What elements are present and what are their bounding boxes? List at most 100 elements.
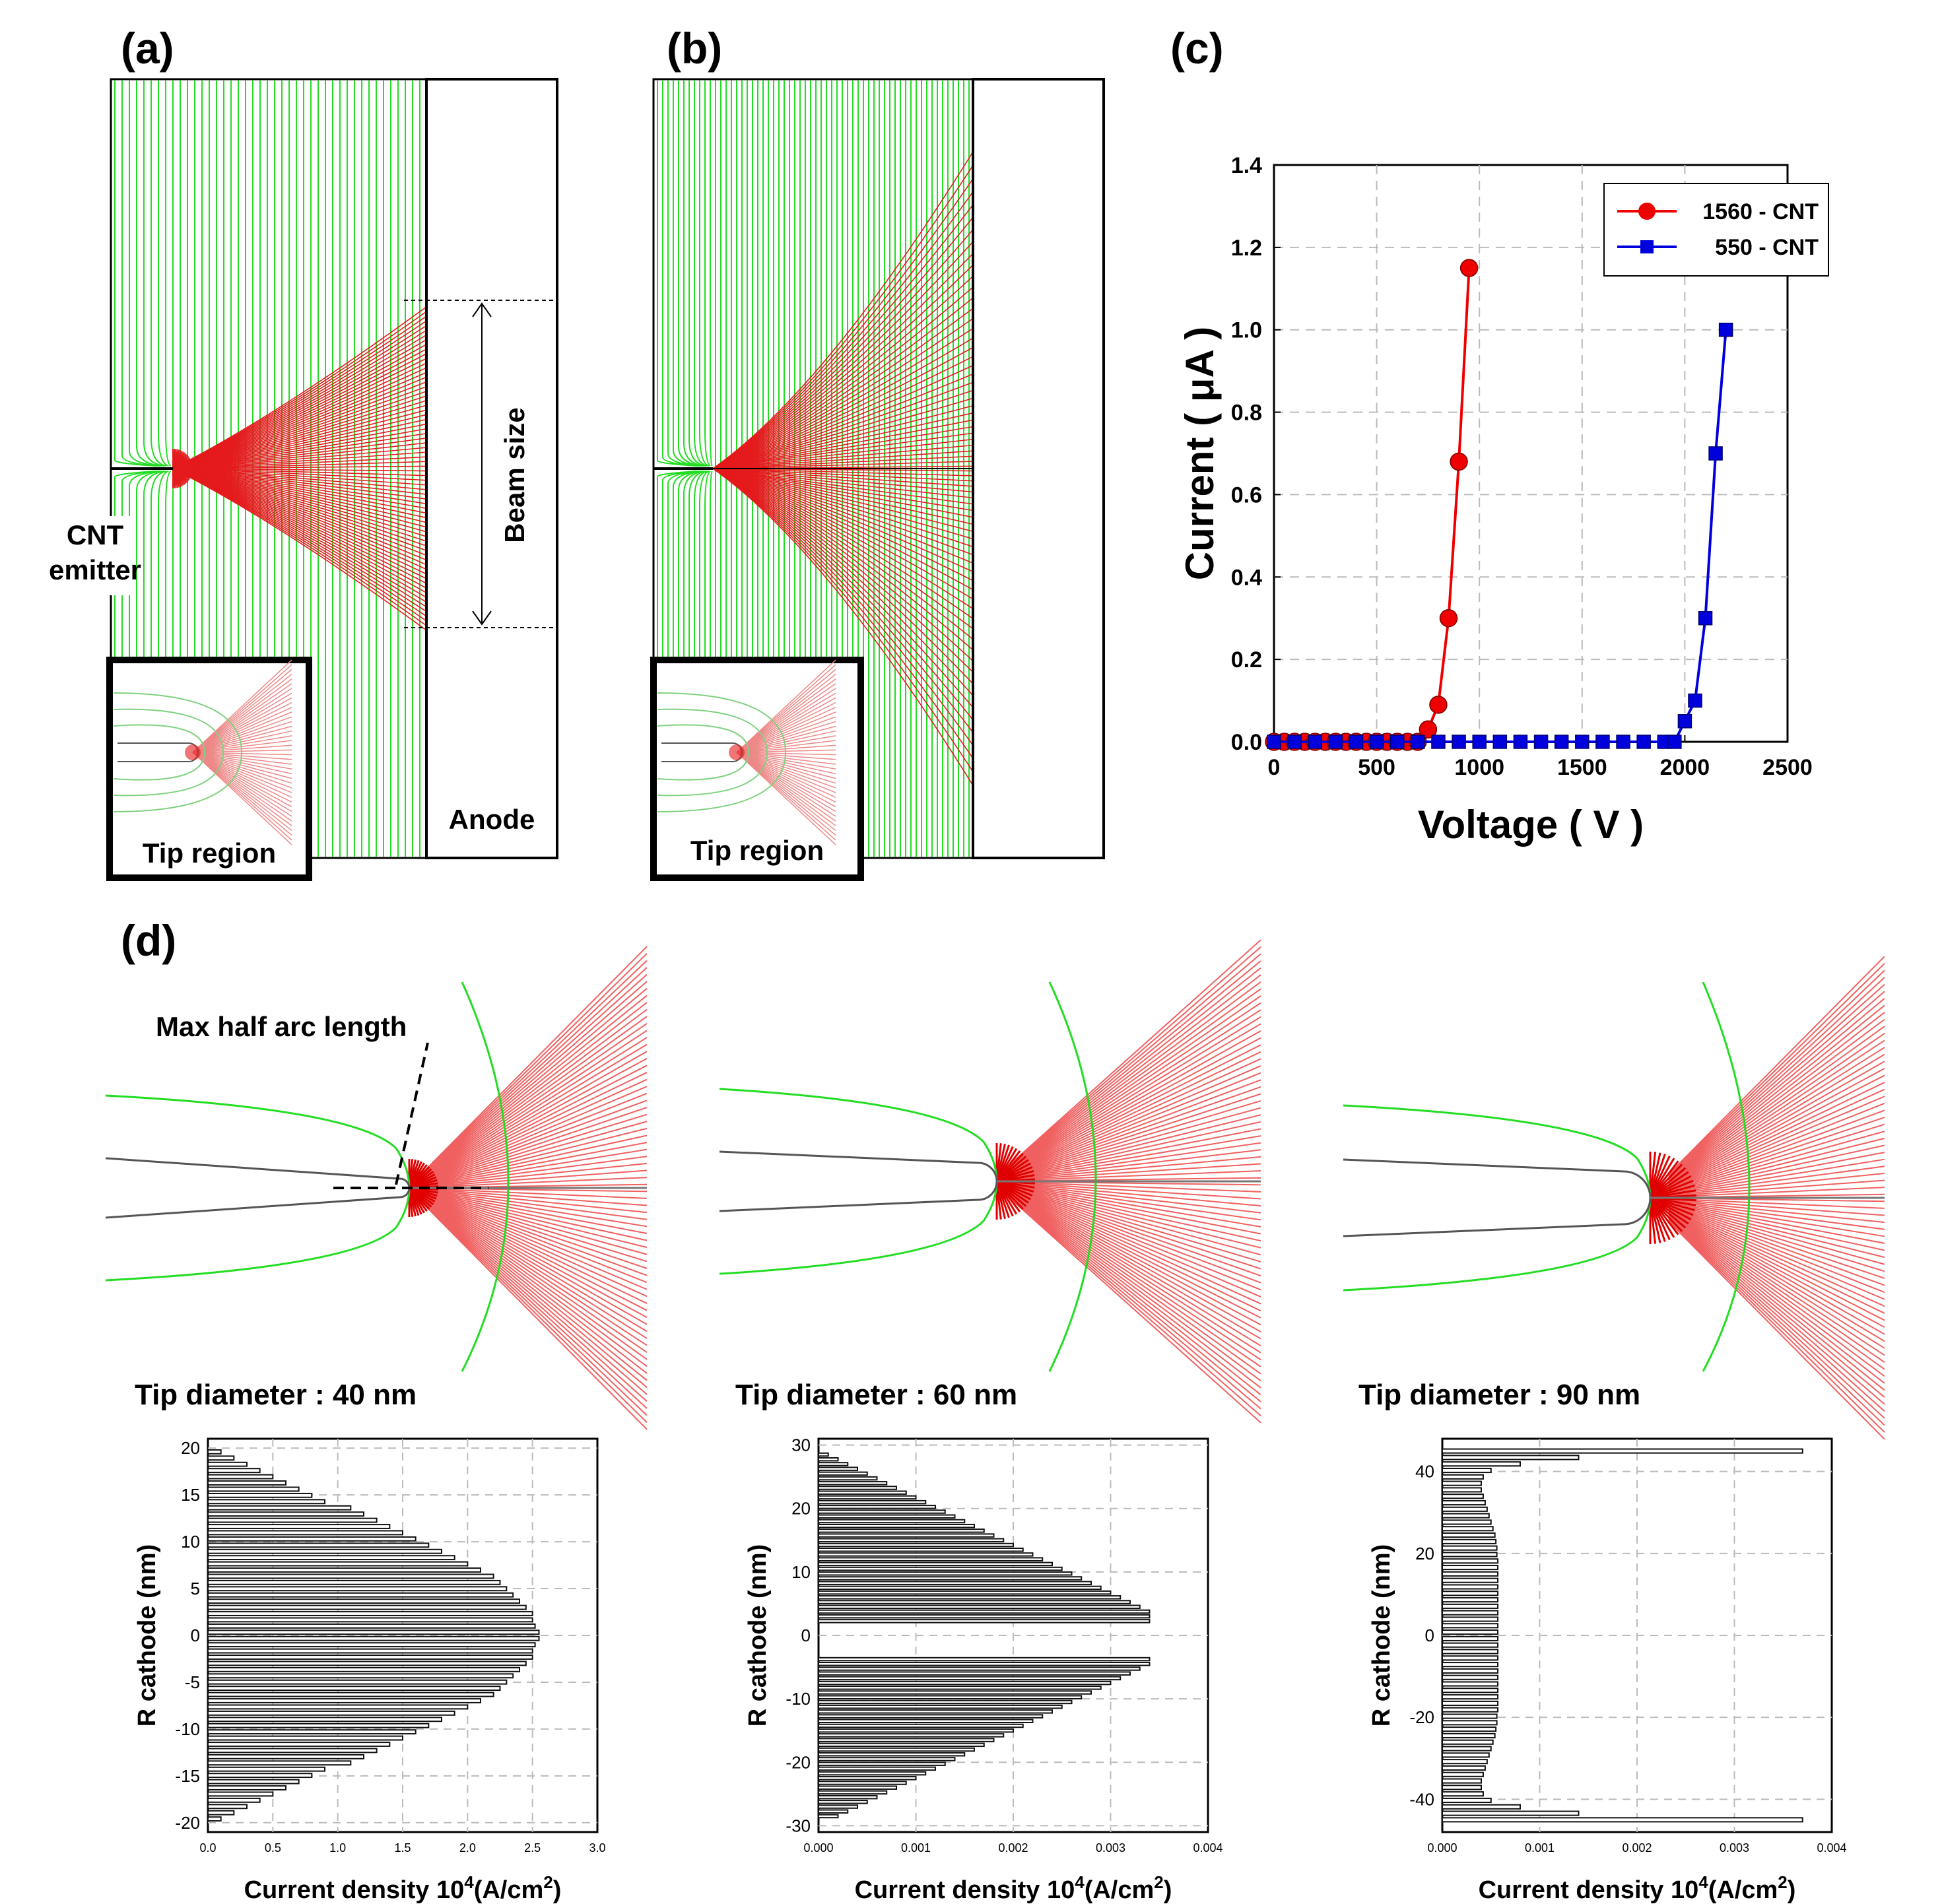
bar (207, 1816, 222, 1822)
field-line (704, 81, 712, 467)
beam-trajectory (712, 468, 974, 746)
bar (1442, 1616, 1499, 1622)
tip-emission-ray (1009, 1193, 1261, 1354)
bar (818, 1566, 1063, 1571)
beam-trajectory (712, 468, 974, 651)
bar (818, 1809, 849, 1814)
inset-beam (192, 752, 292, 770)
bar-chart-ytick-label: 0 (801, 1625, 811, 1645)
tip-emission-ray (1668, 1123, 1885, 1191)
inset-beam (192, 752, 292, 808)
beam-trajectory (712, 432, 974, 469)
panel-a-electron-beams (172, 306, 427, 631)
chart-c-point-blue (1492, 735, 1508, 749)
beam-trajectory (712, 468, 974, 759)
tip-emission-ray (1009, 1189, 1261, 1297)
bar (1442, 1448, 1803, 1454)
bar (818, 1585, 1102, 1591)
beam-trajectory (712, 216, 974, 469)
tip-emission-ray (1009, 1196, 1261, 1402)
tip-emission-ray (1668, 1221, 1885, 1440)
inset-beam (192, 752, 292, 775)
tip-emission-ray (1668, 983, 1885, 1177)
tip-emission-ray (1009, 1193, 1261, 1367)
bar (818, 1590, 1112, 1595)
bar (1442, 1817, 1803, 1823)
tip-emission-ray (1009, 974, 1261, 1168)
chart-c-ytick-label: 1.2 (1231, 236, 1262, 261)
xlabel-part2: (A/cm (1708, 1876, 1778, 1904)
inset-field-line (657, 708, 768, 797)
bar-chart-ytick-label: 30 (791, 1435, 811, 1455)
bar-chart-xtick-label: 0.0 (199, 1841, 216, 1855)
bar (1442, 1700, 1499, 1706)
bar (818, 1557, 1044, 1561)
tip-emission-ray (1668, 1137, 1885, 1193)
field-line (694, 471, 708, 857)
bar (1442, 1629, 1499, 1635)
chart-c-point-red (1429, 696, 1448, 714)
tip-emission-ray (1009, 1107, 1261, 1177)
xlabel-end: ) (553, 1876, 562, 1904)
bar (207, 1505, 352, 1511)
bar (1442, 1635, 1499, 1641)
bar (1442, 1538, 1497, 1544)
inset-tip-emission (729, 744, 745, 760)
bar (1442, 1655, 1499, 1661)
tip-emitter (1343, 1158, 1652, 1237)
xlabel-part: Current density 10 (1479, 1876, 1699, 1904)
bar (207, 1635, 540, 1641)
tip-emission-ray (1009, 1191, 1261, 1340)
bar (207, 1723, 430, 1728)
tip-emission-ray (1668, 1096, 1885, 1189)
tip-emission-ray (415, 1191, 648, 1284)
bar (207, 1629, 540, 1635)
inset-beam (192, 752, 292, 756)
chart-c-point-blue (1708, 446, 1723, 461)
beam-size-arrowhead-bottom (472, 610, 492, 626)
bar (207, 1586, 508, 1592)
field-line (158, 81, 169, 467)
inset-beam (192, 669, 292, 753)
inset-beam (736, 752, 836, 756)
bar (1442, 1732, 1496, 1738)
bar (1442, 1688, 1499, 1693)
bar (818, 1505, 936, 1509)
bar (818, 1738, 995, 1742)
inset-beam (192, 678, 292, 753)
tip-emission-ray (1668, 1206, 1885, 1294)
bar (1442, 1752, 1490, 1758)
tip-emission-ray (1009, 1188, 1261, 1291)
inset-beam (736, 664, 836, 753)
tip-inset-frame (106, 657, 312, 881)
bar (207, 1542, 430, 1548)
chart-c-point-blue (1616, 735, 1630, 749)
beam-trajectory (712, 468, 974, 673)
inset-beam (736, 752, 836, 832)
bar (1442, 1565, 1499, 1571)
inset-beam (736, 659, 836, 753)
beam-trajectory (712, 461, 974, 469)
tip-emission-ray (1668, 1018, 1885, 1181)
inset-beam (192, 683, 292, 753)
bar (818, 1499, 927, 1505)
inset-beam (736, 752, 836, 836)
chart-d1: Tip diameter : 40 nm 0.0 0.5 1.0 1.5 2.0 2.5 3.… (133, 1379, 606, 1904)
tip-emission-ray (415, 1195, 648, 1409)
bar (818, 1747, 975, 1752)
bar-chart-ytick-label: -20 (175, 1813, 200, 1833)
bar (818, 1790, 888, 1795)
bar (818, 1571, 1073, 1576)
bar-chart-ytick-label: 20 (181, 1438, 200, 1458)
inset-beam (736, 678, 836, 753)
bar (1442, 1603, 1499, 1609)
tip-emission-ray (415, 1193, 648, 1353)
bar (818, 1804, 858, 1809)
chart-c-point-blue (1513, 735, 1528, 749)
bar (1442, 1532, 1496, 1538)
bar (1442, 1778, 1482, 1784)
beam-trajectory (712, 468, 974, 564)
inset-beam (192, 752, 292, 812)
bar-chart-ytick-label: 0 (1425, 1625, 1434, 1645)
bar (1442, 1720, 1498, 1726)
